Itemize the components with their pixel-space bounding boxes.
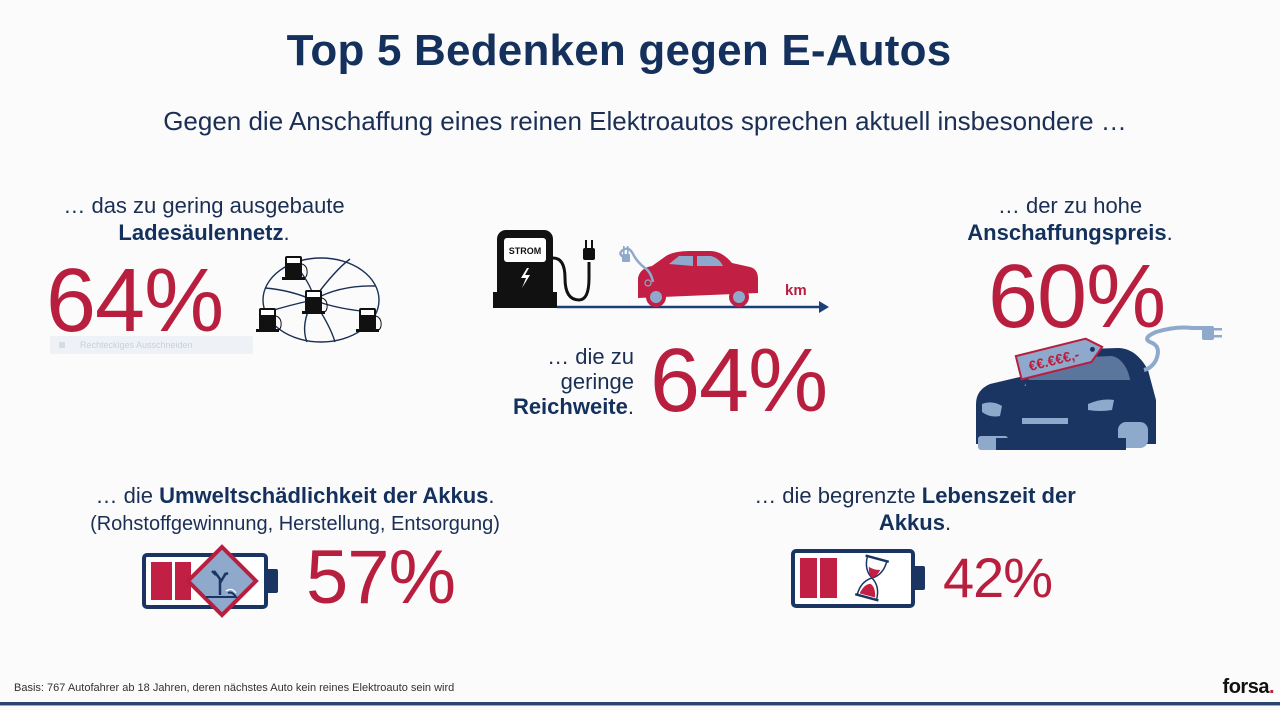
charging-pump-icon: STROM	[493, 230, 595, 308]
footer-divider	[0, 702, 1280, 705]
caption-suffix: .	[488, 483, 495, 508]
value-ladesaeulennetz: 64%	[46, 251, 224, 351]
caption-anschaffungspreis: … der zu hohe Anschaffungspreis.	[920, 192, 1220, 246]
caption-text: … der zu hohe	[997, 193, 1143, 218]
battery-hourglass-icon	[791, 549, 925, 608]
forsa-logo-dot: .	[1268, 676, 1275, 698]
price-tag-icon: €€.€€€,-	[1014, 337, 1104, 381]
caption-subtext: (Rohstoffgewinnung, Herstellung, Entsorg…	[90, 513, 500, 535]
battery-cell	[175, 562, 191, 600]
battery-terminal	[266, 569, 278, 593]
value-lebenszeit: 42%	[943, 546, 1053, 609]
battery-environmental-hazard-icon	[142, 544, 278, 618]
caption-suffix: .	[627, 394, 634, 419]
ghost-tooltip: Rechteckiges Ausschneiden	[50, 336, 253, 354]
charging-station-network-icon	[256, 256, 382, 343]
footer-basis: Basis: 767 Autofahrer ab 18 Jahren, dere…	[14, 682, 455, 694]
km-label: km	[785, 282, 807, 299]
battery-terminal	[913, 566, 925, 590]
page-title: Top 5 Bedenken gegen E-Autos	[286, 26, 952, 75]
caption-text: … das zu gering ausgebaute	[63, 193, 345, 218]
caption-reichweite: … die zu geringe Reichweite.	[490, 344, 634, 419]
caption-bold: Reichweite	[512, 394, 628, 419]
ghost-tooltip-text: Rechteckiges Ausschneiden	[80, 340, 193, 350]
caption-bold: Anschaffungspreis	[967, 220, 1167, 245]
battery-cell	[151, 562, 172, 600]
car-price-tag-icon: €€.€€€,-	[976, 325, 1222, 450]
caption-bold: Ladesäulennetz	[118, 220, 284, 245]
charging-cable	[1143, 325, 1204, 372]
value-anschaffungspreis: 60%	[988, 247, 1166, 347]
battery-cell	[800, 558, 817, 598]
caption-text: … die	[95, 483, 153, 508]
caption-lebenszeit: … die begrenzte Lebenszeit der Akkus.	[720, 482, 1110, 536]
footer-divider-shadow	[0, 705, 1280, 706]
caption-text: … die begrenzte	[754, 483, 916, 508]
caption-text: … die zu	[547, 344, 634, 369]
forsa-logo: forsa.	[1222, 676, 1275, 699]
value-reichweite: 64%	[650, 331, 828, 431]
caption-suffix: .	[283, 220, 290, 245]
forsa-logo-text: forsa	[1222, 676, 1270, 698]
caption-bold: Umweltschädlichkeit der Akkus	[159, 483, 489, 508]
charging-car-range-icon: STROM km	[493, 230, 829, 313]
caption-ladesaeulennetz: … das zu gering ausgebaute Ladesäulennet…	[0, 192, 408, 246]
value-umweltschaedlichkeit: 57%	[306, 535, 456, 620]
pump-label: STROM	[509, 246, 542, 256]
caption-bold: Lebenszeit der	[921, 483, 1076, 508]
page-subtitle: Gegen die Anschaffung eines reinen Elekt…	[163, 106, 1127, 136]
caption-suffix: .	[944, 510, 952, 535]
battery-cell	[820, 558, 837, 598]
hourglass-icon	[854, 554, 890, 602]
caption-suffix: .	[1166, 220, 1173, 245]
caption-umweltschaedlichkeit: … die Umweltschädlichkeit der Akkus. (Ro…	[40, 482, 550, 538]
charging-cable	[619, 247, 655, 283]
caption-text: geringe	[560, 369, 634, 394]
caption-bold: Akkus	[878, 510, 945, 535]
red-car-icon	[638, 251, 758, 307]
environment-hazard-diamond	[185, 544, 259, 618]
